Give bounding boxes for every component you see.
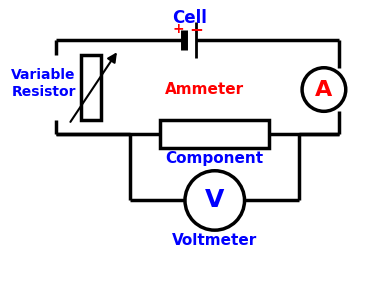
Text: Cell: Cell bbox=[172, 9, 208, 27]
Text: Resistor: Resistor bbox=[11, 84, 76, 99]
Text: Variable: Variable bbox=[11, 68, 76, 82]
Bar bbox=[160, 120, 269, 148]
Text: Voltmeter: Voltmeter bbox=[172, 233, 257, 248]
Text: V: V bbox=[205, 188, 224, 212]
Text: A: A bbox=[315, 79, 333, 99]
Text: Component: Component bbox=[166, 151, 264, 166]
Text: Ammeter: Ammeter bbox=[165, 82, 244, 97]
Text: −: − bbox=[189, 20, 203, 38]
Circle shape bbox=[185, 171, 244, 230]
Text: +: + bbox=[172, 22, 184, 36]
Bar bbox=[81, 55, 101, 120]
Circle shape bbox=[302, 68, 346, 111]
